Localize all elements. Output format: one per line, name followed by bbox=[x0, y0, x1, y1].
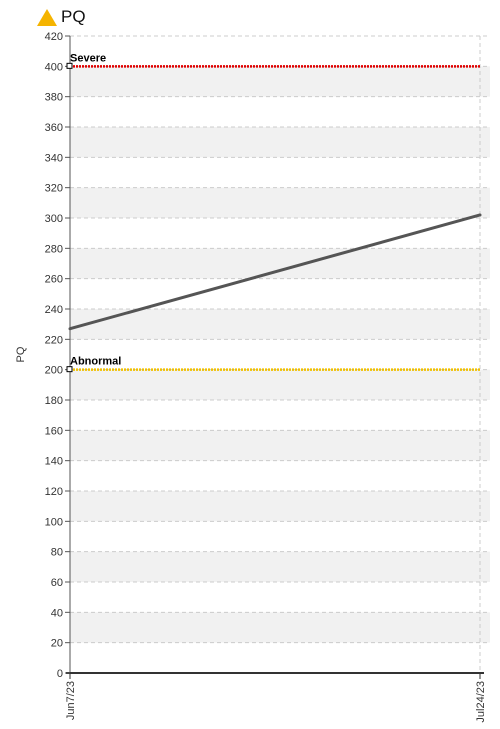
grid-band bbox=[70, 612, 490, 643]
grid-band bbox=[70, 127, 490, 158]
y-tick-label: 180 bbox=[45, 395, 63, 407]
grid-band bbox=[70, 187, 490, 218]
y-tick-label: 40 bbox=[51, 607, 63, 619]
threshold-marker-severe bbox=[66, 62, 73, 69]
threshold-label-abnormal: Abnormal bbox=[70, 356, 121, 368]
grid-band bbox=[70, 66, 490, 97]
warning-triangle-icon bbox=[37, 9, 57, 26]
grid-band bbox=[70, 369, 490, 400]
y-tick-label: 380 bbox=[45, 92, 63, 104]
data-series-line bbox=[69, 213, 481, 331]
y-tick-label: 20 bbox=[51, 638, 63, 650]
data-point bbox=[478, 213, 482, 217]
y-tick-label: 400 bbox=[45, 61, 63, 73]
grid-band bbox=[70, 551, 490, 582]
y-tick-label: 320 bbox=[45, 183, 63, 195]
y-axis-label: PQ bbox=[15, 346, 27, 362]
grid-band bbox=[70, 248, 490, 279]
x-tick-label: Jul24/23 bbox=[475, 681, 487, 723]
y-tick-label: 220 bbox=[45, 334, 63, 346]
data-point bbox=[68, 327, 72, 331]
grid-band bbox=[70, 491, 490, 522]
y-tick-label: 280 bbox=[45, 243, 63, 255]
y-tick-label: 340 bbox=[45, 152, 63, 164]
y-tick-label: 240 bbox=[45, 304, 63, 316]
y-tick-label: 300 bbox=[45, 213, 63, 225]
y-tick-label: 260 bbox=[45, 274, 63, 286]
grid-band bbox=[70, 309, 490, 340]
chart-header: PQ bbox=[36, 4, 86, 30]
y-tick-label: 60 bbox=[51, 577, 63, 589]
y-tick-label: 100 bbox=[45, 516, 63, 528]
y-tick-label: 80 bbox=[51, 547, 63, 559]
x-tick-label: Jun7/23 bbox=[65, 681, 77, 720]
threshold-marker-abnormal bbox=[66, 366, 73, 373]
y-tick-label: 420 bbox=[45, 31, 63, 43]
grid-band bbox=[70, 430, 490, 461]
chart-title: PQ bbox=[61, 7, 86, 26]
y-tick-label: 360 bbox=[45, 122, 63, 134]
y-tick-label: 160 bbox=[45, 425, 63, 437]
threshold-label-severe: Severe bbox=[70, 52, 106, 64]
y-tick-label: 200 bbox=[45, 365, 63, 377]
y-tick-label: 120 bbox=[45, 486, 63, 498]
y-tick-label: 0 bbox=[57, 668, 63, 680]
y-tick-label: 140 bbox=[45, 456, 63, 468]
